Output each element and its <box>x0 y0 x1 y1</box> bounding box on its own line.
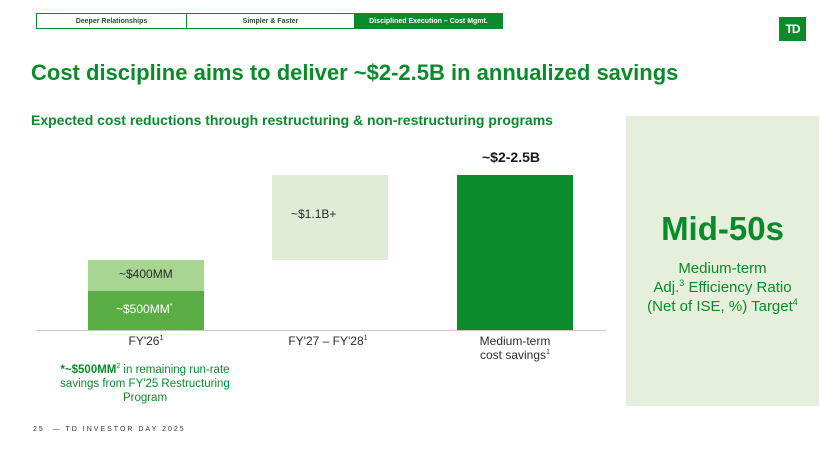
bar-fy26-500mm <box>88 291 204 330</box>
page-subtitle: Expected cost reductions through restruc… <box>31 112 553 128</box>
bar-medium-term <box>457 174 573 330</box>
logo-text: TD <box>785 22 801 36</box>
page-number: 25 <box>33 426 45 433</box>
footnote: *~$500MM2 in remaining run-rate savings … <box>60 363 230 404</box>
efficiency-target-panel: Mid-50s Medium-term Adj.3 Efficiency Rat… <box>626 116 819 406</box>
efficiency-target-description: Medium-term Adj.3 Efficiency Ratio (Net … <box>647 260 798 315</box>
bar-fy26-400mm <box>88 260 204 292</box>
td-logo: TD <box>779 17 806 41</box>
category-label-fy27-28: FY'27 – FY'281 <box>288 333 368 348</box>
data-label-1-1b: ~$1.1B+ <box>291 207 337 221</box>
tab-simpler-faster[interactable]: Simpler & Faster <box>187 13 355 29</box>
category-label-medium-term: Medium-term cost savings1 <box>479 334 551 362</box>
category-label-fy26: FY'261 <box>128 333 164 348</box>
tab-deeper-relationships[interactable]: Deeper Relationships <box>36 13 187 29</box>
page-footer: 25 — TD INVESTOR DAY 2025 <box>33 426 186 433</box>
efficiency-target-value: Mid-50s <box>661 210 784 247</box>
page-title: Cost discipline aims to deliver ~$2-2.5B… <box>31 60 679 85</box>
footer-text: — TD INVESTOR DAY 2025 <box>52 426 186 433</box>
data-label-400mm: ~$400MM <box>119 267 173 281</box>
data-label-total: ~$2-2.5B <box>482 149 540 165</box>
bar-fy27-28 <box>272 174 388 261</box>
tab-disciplined-execution[interactable]: Disciplined Execution – Cost Mgmt. <box>355 13 503 29</box>
x-axis <box>36 330 606 331</box>
section-tabs: Deeper Relationships Simpler & Faster Di… <box>36 13 503 29</box>
data-label-500mm: ~$500MM* <box>116 301 173 316</box>
